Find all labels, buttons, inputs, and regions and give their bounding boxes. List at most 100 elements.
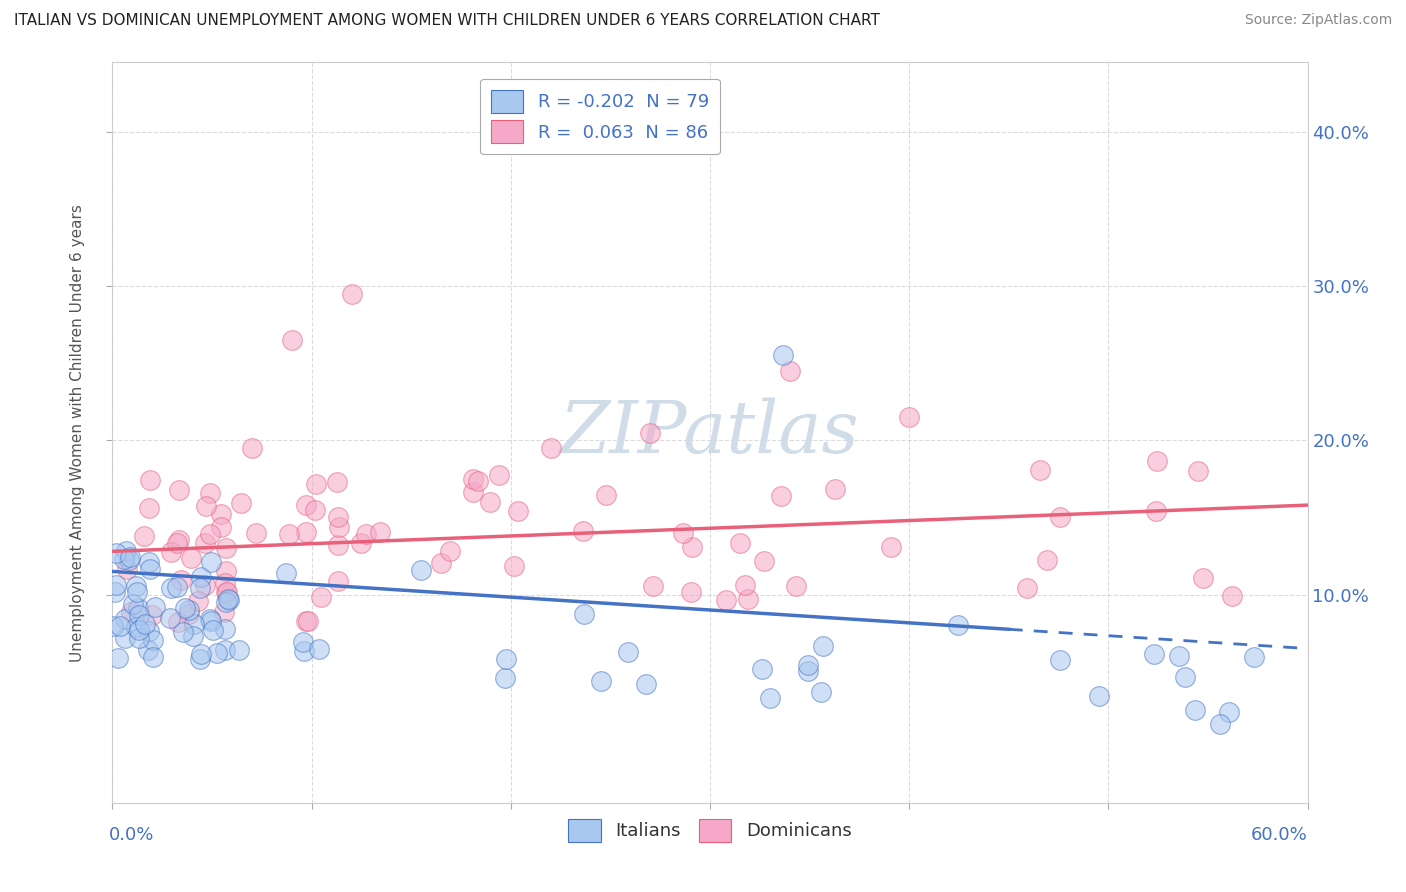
Point (340, 286, 363, 301)
Text: Source: ZipAtlas.com: Source: ZipAtlas.com (1244, 13, 1392, 28)
Point (114, 543, 136, 558)
Point (169, 533, 191, 548)
Point (128, 607, 150, 622)
Point (104, 546, 127, 560)
Point (640, 425, 662, 440)
Point (114, 612, 136, 626)
Point (1146, 454, 1168, 468)
Point (127, 585, 149, 599)
Point (202, 623, 225, 637)
Point (136, 643, 159, 657)
Point (107, 651, 129, 665)
Point (1191, 571, 1213, 585)
Point (714, 592, 737, 607)
Point (779, 364, 801, 378)
Point (304, 503, 326, 517)
Point (294, 524, 316, 539)
Text: ITALIAN VS DOMINICAN UNEMPLOYMENT AMONG WOMEN WITH CHILDREN UNDER 6 YEARS CORREL: ITALIAN VS DOMINICAN UNEMPLOYMENT AMONG … (14, 13, 880, 29)
Point (540, 441, 562, 455)
Point (117, 553, 139, 567)
Point (411, 563, 433, 577)
Point (188, 581, 211, 595)
Point (1222, 589, 1244, 603)
Point (104, 577, 127, 591)
Point (281, 333, 304, 347)
Point (245, 525, 267, 540)
Point (169, 483, 191, 498)
Point (276, 566, 298, 580)
Point (198, 527, 221, 541)
Point (752, 554, 775, 568)
Point (110, 619, 132, 633)
Point (295, 498, 318, 512)
Point (194, 578, 217, 592)
Point (439, 544, 461, 558)
Point (215, 564, 238, 578)
Point (218, 593, 240, 607)
Point (824, 483, 846, 497)
Point (187, 593, 209, 607)
Point (190, 570, 212, 584)
Text: ZIPatlas: ZIPatlas (560, 397, 860, 468)
Point (141, 608, 163, 623)
Point (231, 495, 253, 509)
Point (179, 607, 201, 622)
Point (506, 504, 529, 518)
Point (356, 527, 378, 541)
Point (188, 652, 211, 666)
Point (183, 617, 205, 632)
Point (641, 579, 664, 593)
Point (734, 578, 756, 592)
Point (1049, 653, 1071, 667)
Point (328, 520, 350, 534)
Point (295, 614, 318, 628)
Point (194, 500, 217, 514)
Point (769, 489, 792, 503)
Point (679, 585, 702, 599)
Point (1184, 703, 1206, 717)
Point (190, 647, 212, 661)
Point (751, 662, 773, 676)
Point (198, 486, 221, 500)
Point (495, 671, 517, 685)
Point (215, 595, 238, 609)
Point (811, 639, 834, 653)
Point (118, 549, 141, 564)
Point (115, 562, 138, 576)
Point (142, 650, 165, 665)
Point (277, 527, 299, 541)
Point (166, 535, 188, 549)
Point (572, 524, 595, 538)
Point (214, 576, 236, 591)
Point (215, 585, 238, 599)
Point (898, 410, 921, 425)
Point (205, 647, 228, 661)
Point (772, 349, 794, 363)
Point (215, 541, 238, 555)
Point (194, 536, 217, 550)
Point (1088, 689, 1111, 703)
Point (350, 535, 373, 549)
Point (172, 624, 194, 639)
Point (240, 441, 263, 455)
Point (180, 551, 202, 566)
Point (1144, 504, 1167, 518)
Point (591, 674, 613, 689)
Point (1174, 670, 1197, 684)
Text: 0.0%: 0.0% (108, 826, 153, 844)
Point (946, 618, 969, 632)
Point (138, 555, 160, 569)
Point (1029, 463, 1052, 477)
Point (595, 488, 617, 502)
Text: 60.0%: 60.0% (1251, 826, 1308, 844)
Point (177, 603, 200, 617)
Point (143, 600, 166, 615)
Point (502, 558, 524, 573)
Point (217, 592, 239, 607)
Point (1168, 649, 1191, 664)
Point (166, 580, 188, 594)
Point (467, 475, 489, 489)
Point (170, 573, 193, 587)
Point (328, 574, 350, 588)
Point (297, 614, 319, 628)
